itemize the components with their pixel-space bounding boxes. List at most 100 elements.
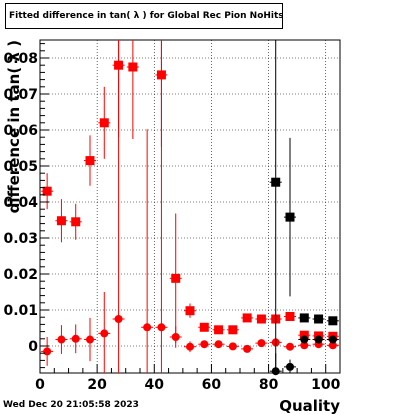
chart-title: Fitted difference in tan( λ ) for Global… [5,3,283,29]
data-point-circle [298,335,311,344]
square-marker [214,325,224,335]
data-point-square [326,316,339,326]
data-point-circle [284,342,296,351]
data-point-circle [98,292,111,373]
data-point-square [212,325,225,335]
square-marker [99,118,109,128]
y-axis-label: difference in tan( λ ) [5,40,23,213]
circle-marker [314,335,323,344]
plot-frame [39,39,341,374]
data-point-circle [184,341,196,353]
data-point-circle [169,326,182,348]
data-point-circle [84,317,96,362]
square-marker [285,311,295,321]
x-tick-label: 100 [311,377,340,393]
data-point-square [98,86,111,159]
circle-marker [286,342,294,351]
data-point-circle [312,335,325,344]
square-marker [328,316,338,326]
square-marker [128,62,138,72]
grid-lines [39,40,340,373]
x-tick-label: 80 [259,377,279,393]
y-tick-label: 0.05 [3,159,38,175]
circle-marker [243,344,252,353]
data-marks [41,40,339,376]
circle-marker [157,323,166,332]
data-point-circle [155,40,168,373]
data-point-square [84,135,96,186]
data-point-circle [69,324,82,354]
data-point-square [198,322,211,332]
square-marker [71,217,81,227]
data-point-square [41,173,54,210]
timestamp: Wed Dec 20 21:05:58 2023 [3,400,139,410]
square-marker [299,313,309,323]
axes: 0 20 40 60 80 100 0 0.01 0.02 0.03 0.04 0.05 0.06 0.0… [3,43,341,393]
data-point-circle [226,342,239,351]
data-point-circle [112,40,125,373]
y-tick-label: 0 [28,339,38,355]
circle-marker [100,329,109,338]
circle-marker [300,335,309,344]
square-marker [228,325,238,335]
data-point-circle [212,340,225,349]
data-point-circle [55,325,68,354]
circle-marker [271,367,280,376]
y-tick-label: 0.06 [3,123,38,139]
x-tick-label: 60 [202,377,222,393]
data-point-circle [241,344,254,353]
y-tick-label: 0.08 [3,51,38,67]
data-point-square [298,313,311,323]
square-marker [199,322,209,332]
circle-marker [43,347,52,356]
y-tick-label: 0.03 [3,231,38,247]
circle-marker [328,335,337,344]
square-marker [56,216,66,226]
data-point-square [126,40,139,139]
data-point-circle [255,339,268,348]
circle-marker [171,333,180,341]
data-point-circle [198,340,211,349]
y-tick-label: 0.01 [3,303,38,319]
square-marker [271,177,281,187]
circle-marker [57,335,66,344]
x-tick-label: 20 [87,377,107,393]
square-marker [185,306,195,316]
data-point-square [284,311,296,321]
data-point-circle [326,341,339,350]
circle-marker [300,341,309,350]
data-point-square [226,325,239,335]
circle-marker [200,340,209,349]
circle-marker [71,334,80,343]
square-marker [242,313,252,323]
data-point-square [69,203,82,240]
square-marker [314,314,324,324]
square-marker [171,273,181,283]
y-tick-label: 0.04 [3,195,38,211]
circle-marker [214,340,223,349]
data-point-circle [269,353,282,376]
circle-marker [186,342,194,351]
square-marker [42,186,52,196]
circle-marker [228,342,237,351]
circle-marker [257,339,266,348]
data-point-circle [326,335,339,344]
circle-marker [286,362,294,371]
square-marker [256,314,266,324]
y-tick-label: 0.07 [3,87,38,103]
data-point-square [241,313,254,323]
x-tick-label: 0 [35,377,45,393]
x-tick-label: 40 [145,377,165,393]
circle-marker [143,323,152,332]
data-point-circle [298,341,311,350]
y-tick-label: 0.02 [3,267,38,283]
data-point-circle [141,129,154,373]
data-point-square [184,303,196,318]
square-marker [85,156,95,166]
data-point-square [169,213,182,344]
square-marker [299,330,309,340]
circle-marker [328,341,337,350]
data-point-circle [41,337,54,366]
x-axis-label: Quality [279,397,340,414]
